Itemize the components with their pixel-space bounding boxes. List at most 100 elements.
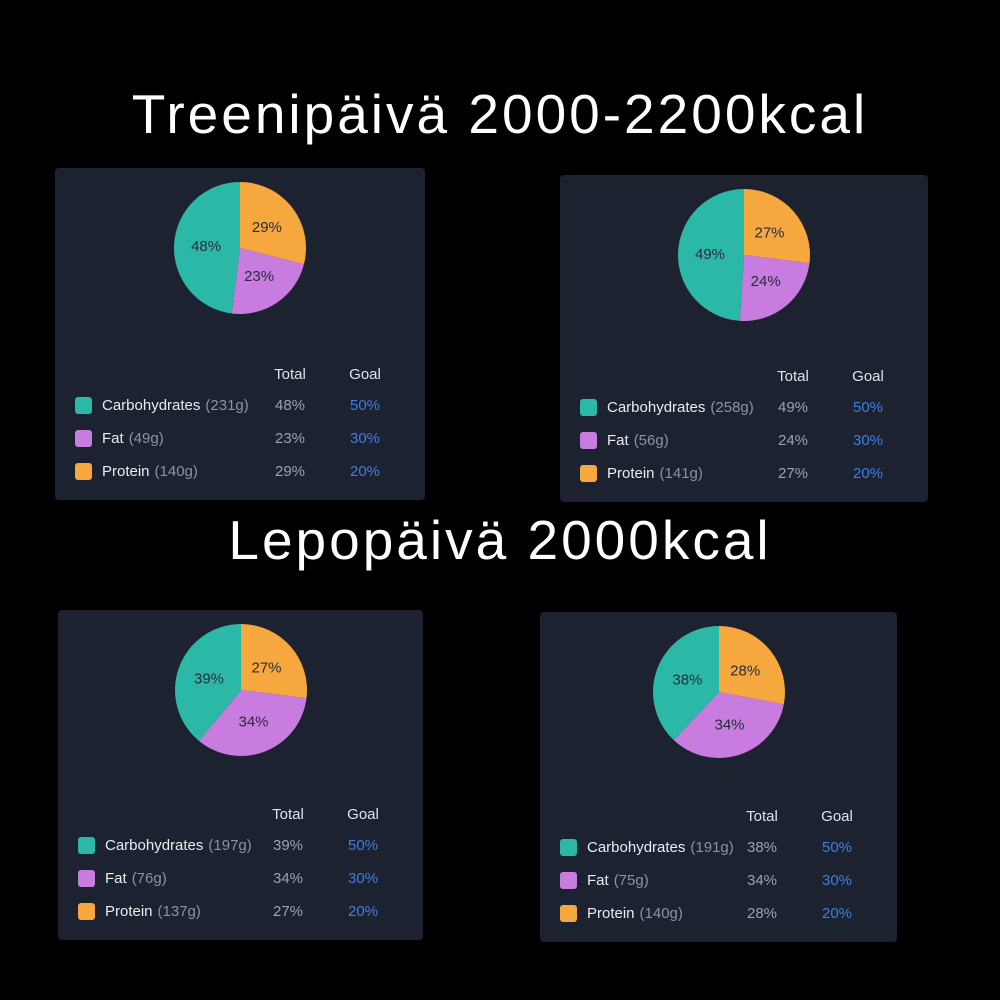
macro-card-training-b: 27% 24% 49% Total Goal Carbohydrates (258g)… bbox=[560, 175, 928, 502]
total-value: 34% bbox=[272, 870, 304, 887]
macro-grams: (191g) bbox=[690, 839, 734, 856]
legend-swatch-carbohydrates bbox=[560, 839, 577, 856]
total-column-header: Total bbox=[777, 367, 809, 385]
legend-swatch-protein bbox=[75, 463, 92, 480]
macro-card-rest-a: 27% 34% 39% Total Goal Carbohydrates (197g)… bbox=[58, 610, 423, 940]
legend-label: Protein (141g) bbox=[580, 465, 760, 482]
macro-name: Protein bbox=[607, 465, 655, 482]
total-value: 27% bbox=[777, 465, 809, 482]
macro-name: Protein bbox=[587, 905, 635, 922]
legend-row-carbohydrates: Carbohydrates (191g) 38% 50% bbox=[560, 831, 879, 864]
goal-value: 30% bbox=[347, 870, 379, 887]
macro-grams: (140g) bbox=[639, 905, 683, 922]
legend-swatch-fat bbox=[78, 870, 95, 887]
total-value: 27% bbox=[272, 903, 304, 920]
legend-swatch-protein bbox=[560, 905, 577, 922]
rest-day-title: Lepopäivä 2000kcal bbox=[228, 509, 772, 571]
macro-name: Fat bbox=[102, 430, 124, 447]
macro-name: Carbohydrates bbox=[607, 399, 706, 416]
pie-label-fat: 24% bbox=[751, 273, 781, 290]
legend-swatch-carbohydrates bbox=[78, 837, 95, 854]
macro-name: Protein bbox=[105, 903, 153, 920]
macro-name: Protein bbox=[102, 463, 150, 480]
legend-rows: Carbohydrates (191g) 38% 50% Fat (75g) 34% 30% P… bbox=[560, 831, 879, 930]
pie-slice-fat bbox=[198, 690, 306, 756]
pie-label-carbohydrates: 38% bbox=[672, 672, 702, 689]
macro-name: Carbohydrates bbox=[587, 839, 686, 856]
legend-label: Fat (75g) bbox=[560, 872, 729, 889]
legend-rows: Carbohydrates (197g) 39% 50% Fat (76g) 34% 30% P… bbox=[78, 829, 405, 928]
pie-slice-protein bbox=[744, 189, 811, 264]
legend-label: Carbohydrates (197g) bbox=[78, 837, 255, 854]
pie-label-fat: 34% bbox=[714, 716, 744, 733]
pie-label-protein: 29% bbox=[252, 219, 282, 236]
macro-card-rest-b: 28% 34% 38% Total Goal Carbohydrates (191g)… bbox=[540, 612, 897, 942]
pie-label-carbohydrates: 39% bbox=[193, 671, 223, 688]
legend-row-fat: Fat (75g) 34% 30% bbox=[560, 864, 879, 897]
legend-row-fat: Fat (49g) 23% 30% bbox=[75, 422, 407, 455]
macro-grams: (140g) bbox=[154, 463, 198, 480]
total-value: 29% bbox=[274, 463, 306, 480]
legend-swatch-fat bbox=[580, 432, 597, 449]
legend-label: Fat (56g) bbox=[580, 432, 760, 449]
pie-label-carbohydrates: 48% bbox=[191, 238, 221, 255]
macro-grams: (56g) bbox=[633, 432, 669, 449]
total-column-header: Total bbox=[272, 805, 304, 823]
goal-value: 20% bbox=[347, 903, 379, 920]
table-header-row: Total Goal bbox=[560, 801, 879, 831]
goal-value: 20% bbox=[852, 465, 884, 482]
legend-swatch-fat bbox=[75, 430, 92, 447]
pie-label-fat: 23% bbox=[244, 268, 274, 285]
legend-row-carbohydrates: Carbohydrates (258g) 49% 50% bbox=[580, 391, 910, 424]
legend-row-protein: Protein (141g) 27% 20% bbox=[580, 457, 910, 490]
total-column-header: Total bbox=[746, 807, 778, 825]
pie-svg: 28% 34% 38% bbox=[652, 626, 785, 758]
macros-pie-chart: 28% 34% 38% bbox=[652, 626, 785, 758]
table-header-row: Total Goal bbox=[75, 359, 407, 389]
pie-slice-protein bbox=[718, 626, 785, 705]
macro-grams: (75g) bbox=[613, 872, 649, 889]
pie-slice-carbohydrates bbox=[173, 182, 240, 314]
total-value: 38% bbox=[746, 839, 778, 856]
legend-row-carbohydrates: Carbohydrates (197g) 39% 50% bbox=[78, 829, 405, 862]
pie-svg: 27% 24% 49% bbox=[678, 189, 811, 321]
macro-card-training-a: 29% 23% 48% Total Goal Carbohydrates (231g)… bbox=[55, 168, 425, 500]
total-value: 49% bbox=[777, 399, 809, 416]
legend-row-protein: Protein (137g) 27% 20% bbox=[78, 895, 405, 928]
legend-row-protein: Protein (140g) 28% 20% bbox=[560, 897, 879, 930]
macro-name: Fat bbox=[105, 870, 127, 887]
legend-rows: Carbohydrates (231g) 48% 50% Fat (49g) 23% 30% P… bbox=[75, 389, 407, 488]
goal-value: 50% bbox=[347, 837, 379, 854]
pie-slice-fat bbox=[673, 692, 784, 758]
total-value: 39% bbox=[272, 837, 304, 854]
macros-table: Total Goal Carbohydrates (197g) 39% 50% Fat(… bbox=[58, 799, 423, 940]
pie-svg: 29% 23% 48% bbox=[173, 182, 307, 315]
goal-value: 30% bbox=[821, 872, 853, 889]
pie-slice-carbohydrates bbox=[174, 624, 241, 741]
goal-value: 50% bbox=[821, 839, 853, 856]
pie-label-fat: 34% bbox=[238, 714, 268, 731]
macro-name: Carbohydrates bbox=[105, 837, 204, 854]
table-header-row: Total Goal bbox=[78, 799, 405, 829]
total-value: 34% bbox=[746, 872, 778, 889]
macros-pie-chart: 27% 34% 39% bbox=[174, 624, 307, 756]
legend-swatch-carbohydrates bbox=[580, 399, 597, 416]
macro-grams: (141g) bbox=[659, 465, 703, 482]
pie-slice-carbohydrates bbox=[652, 626, 719, 741]
legend-swatch-protein bbox=[78, 903, 95, 920]
pie-slice-fat bbox=[231, 248, 304, 315]
legend-row-protein: Protein (140g) 29% 20% bbox=[75, 455, 407, 488]
legend-label: Fat (49g) bbox=[75, 430, 257, 447]
pie-slice-protein bbox=[240, 182, 307, 265]
training-day-title: Treenipäivä 2000-2200kcal bbox=[131, 83, 869, 145]
legend-label: Carbohydrates (231g) bbox=[75, 397, 257, 414]
macro-grams: (76g) bbox=[131, 870, 167, 887]
macro-name: Carbohydrates bbox=[102, 397, 201, 414]
pie-label-protein: 27% bbox=[754, 225, 784, 242]
goal-column-header: Goal bbox=[852, 367, 884, 385]
macro-name: Fat bbox=[607, 432, 629, 449]
goal-column-header: Goal bbox=[347, 805, 379, 823]
legend-row-fat: Fat (56g) 24% 30% bbox=[580, 424, 910, 457]
legend-label: Protein (137g) bbox=[78, 903, 255, 920]
goal-value: 30% bbox=[852, 432, 884, 449]
